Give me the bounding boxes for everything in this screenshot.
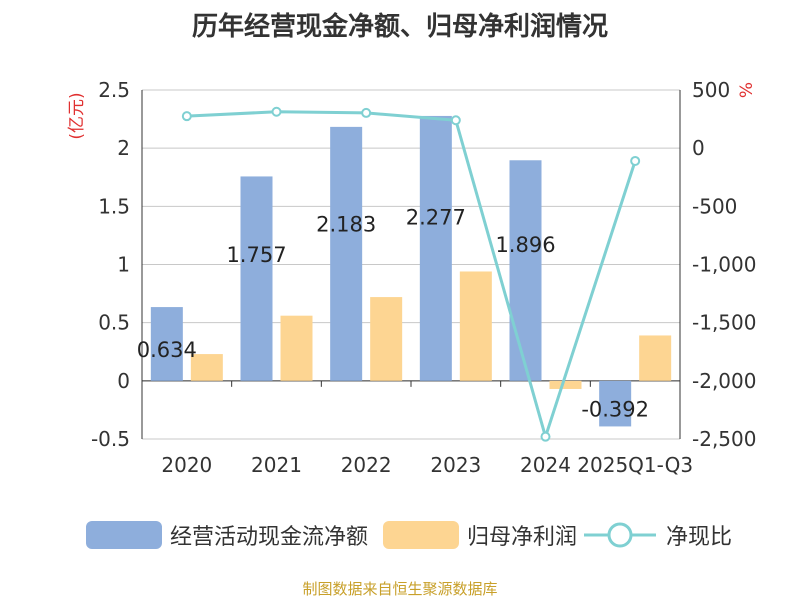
data-label-cashflow: 2.277 bbox=[406, 206, 466, 230]
bar-cashflow bbox=[419, 115, 452, 381]
x-tick-label: 2024 bbox=[520, 453, 571, 477]
point-cash-ratio bbox=[450, 115, 461, 126]
point-cash-ratio bbox=[361, 107, 372, 118]
point-cash-ratio bbox=[630, 155, 641, 166]
y-left-tick-label: 0.5 bbox=[98, 311, 130, 335]
data-label-cashflow: 2.183 bbox=[316, 212, 376, 236]
y-right-tick-label: -1,000 bbox=[692, 253, 756, 277]
legend-label-cashflow: 经营活动现金流净额 bbox=[170, 525, 369, 550]
bar-cashflow bbox=[599, 380, 632, 427]
y-left-unit-label: (亿元) bbox=[67, 92, 87, 139]
bar-net-profit bbox=[549, 380, 582, 389]
bar-net-profit bbox=[190, 354, 223, 381]
legend-swatch-cash-ratio bbox=[584, 522, 656, 548]
data-label-cashflow: 0.634 bbox=[137, 338, 197, 362]
x-tick-label: 2023 bbox=[430, 453, 481, 477]
bar-cashflow bbox=[330, 126, 363, 381]
y-right-tick-label: 0 bbox=[692, 136, 705, 160]
y-right-unit-label: % bbox=[737, 82, 757, 98]
point-cash-ratio bbox=[271, 106, 282, 117]
x-tick-label: 2025Q1-Q3 bbox=[577, 453, 693, 477]
legend-label-cash-ratio: 净现比 bbox=[666, 525, 733, 550]
line-cash-ratio bbox=[186, 110, 637, 442]
point-cash-ratio bbox=[181, 111, 192, 122]
y-left-tick-label: 2 bbox=[117, 136, 130, 160]
y-right-tick-label: -2,000 bbox=[692, 369, 756, 393]
bar-net-profit bbox=[639, 335, 672, 381]
x-tick-label: 2022 bbox=[341, 453, 392, 477]
bar-net-profit bbox=[459, 271, 492, 381]
legend-item-net-profit[interactable]: 归母净利润 bbox=[383, 518, 577, 552]
bar-net-profit bbox=[370, 297, 403, 381]
y-right-tick-label: 500 bbox=[692, 78, 730, 102]
chart-title: 历年经营现金净额、归母净利润情况 bbox=[191, 12, 608, 42]
legend-swatch-cashflow bbox=[86, 521, 162, 549]
source-note: 制图数据来自恒生聚源数据库 bbox=[302, 580, 498, 598]
y-left-tick-label: 2.5 bbox=[98, 78, 130, 102]
data-label-cashflow: 1.757 bbox=[226, 243, 286, 267]
data-label-cashflow: -0.392 bbox=[581, 397, 649, 421]
y-left-tick-label: 1 bbox=[117, 253, 130, 277]
y-left-tick-label: 0 bbox=[117, 369, 130, 393]
point-cash-ratio bbox=[540, 431, 551, 442]
bar-cashflow bbox=[240, 176, 273, 381]
legend-swatch-net-profit bbox=[383, 521, 459, 549]
legend-item-cash-ratio[interactable]: 净现比 bbox=[582, 518, 732, 552]
y-left-tick-label: -0.5 bbox=[91, 427, 130, 451]
y-right-tick-label: -500 bbox=[692, 194, 737, 218]
bar-net-profit bbox=[280, 315, 313, 381]
bar-cashflow bbox=[509, 160, 542, 381]
y-right-tick-label: -1,500 bbox=[692, 311, 756, 335]
legend-item-cashflow[interactable]: 经营活动现金流净额 bbox=[86, 518, 368, 552]
x-tick-label: 2020 bbox=[161, 453, 212, 477]
x-tick-label: 2021 bbox=[251, 453, 302, 477]
legend-label-net-profit: 归母净利润 bbox=[467, 525, 578, 550]
legend: 经营活动现金流净额 归母净利润 净现比 bbox=[0, 518, 800, 552]
data-label-cashflow: 1.896 bbox=[495, 233, 555, 257]
y-left-tick-label: 1.5 bbox=[98, 194, 130, 218]
bar-cashflow bbox=[150, 307, 183, 381]
y-right-tick-label: -2,500 bbox=[692, 427, 756, 451]
